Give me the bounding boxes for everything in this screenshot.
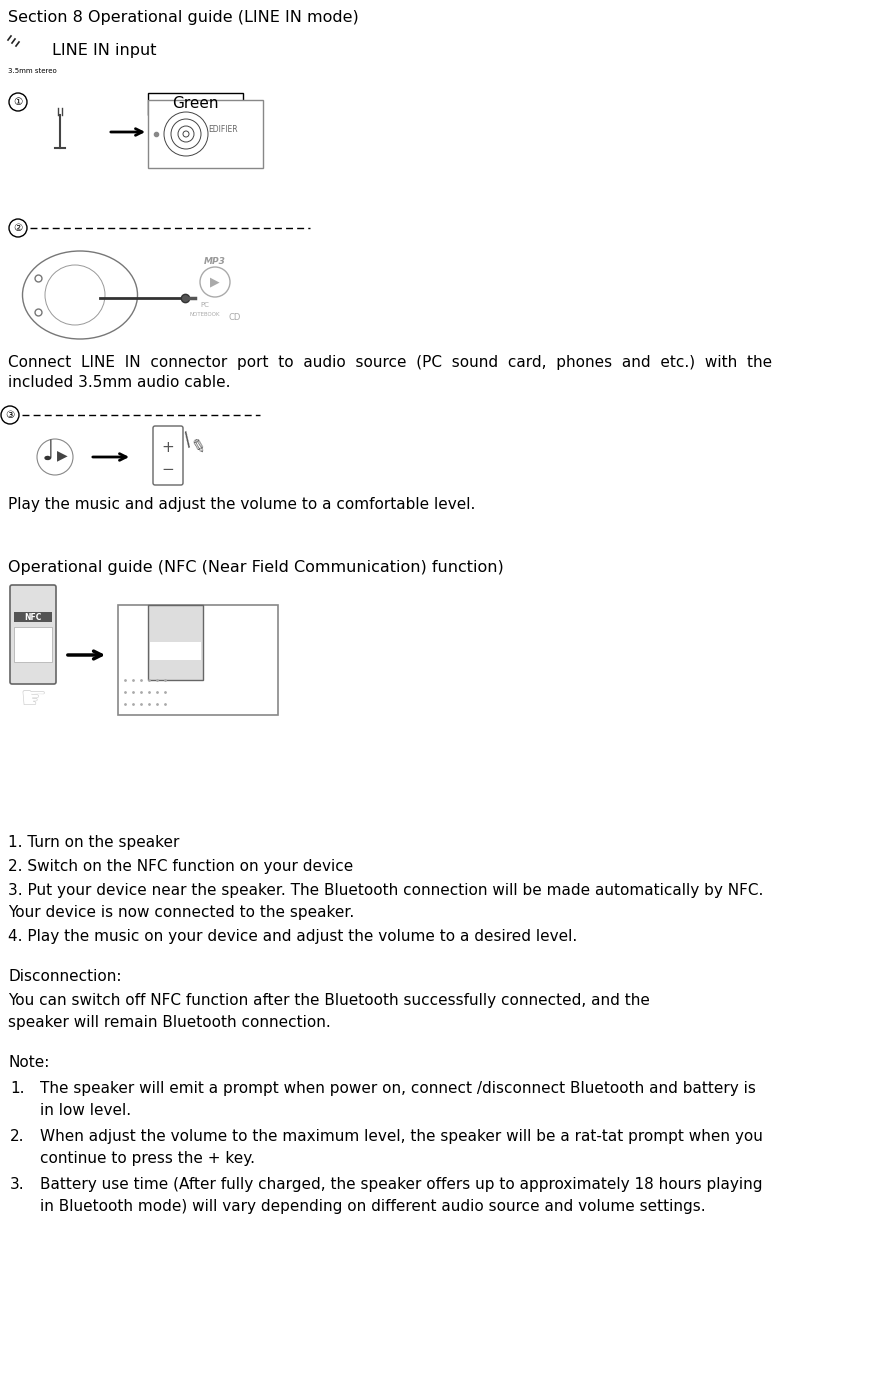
Text: speaker will remain Bluetooth connection.: speaker will remain Bluetooth connection…	[8, 1015, 331, 1030]
Text: Battery use time (After fully charged, the speaker offers up to approximately 18: Battery use time (After fully charged, t…	[40, 1177, 762, 1192]
Text: included 3.5mm audio cable.: included 3.5mm audio cable.	[8, 375, 230, 391]
Text: When adjust the volume to the maximum level, the speaker will be a rat-tat promp: When adjust the volume to the maximum le…	[40, 1129, 763, 1144]
Text: CD: CD	[229, 313, 242, 323]
Text: 2. Switch on the NFC function on your device: 2. Switch on the NFC function on your de…	[8, 859, 354, 874]
FancyBboxPatch shape	[118, 605, 278, 715]
Text: +: +	[162, 439, 175, 454]
Text: ▶: ▶	[56, 447, 67, 463]
FancyBboxPatch shape	[148, 93, 243, 115]
Text: ☞: ☞	[19, 686, 47, 715]
Text: 1. Turn on the speaker: 1. Turn on the speaker	[8, 835, 179, 850]
FancyBboxPatch shape	[14, 612, 52, 622]
Text: ③: ③	[5, 410, 15, 420]
FancyBboxPatch shape	[153, 427, 183, 485]
Text: in low level.: in low level.	[40, 1102, 131, 1118]
Text: 3.5mm stereo: 3.5mm stereo	[8, 68, 56, 73]
FancyBboxPatch shape	[150, 643, 201, 661]
Text: Your device is now connected to the speaker.: Your device is now connected to the spea…	[8, 904, 355, 920]
Text: ✎: ✎	[189, 438, 208, 458]
FancyBboxPatch shape	[14, 627, 52, 662]
Text: NOTEBOOK: NOTEBOOK	[189, 313, 220, 317]
Text: 3.: 3.	[10, 1177, 24, 1192]
Text: 4. Play the music on your device and adjust the volume to a desired level.: 4. Play the music on your device and adj…	[8, 929, 577, 945]
Text: continue to press the + key.: continue to press the + key.	[40, 1151, 255, 1166]
Text: Play the music and adjust the volume to a comfortable level.: Play the music and adjust the volume to …	[8, 497, 475, 512]
Text: MP3: MP3	[204, 258, 226, 266]
Text: ♩: ♩	[42, 438, 55, 465]
Text: Section 8 Operational guide (LINE IN mode): Section 8 Operational guide (LINE IN mod…	[8, 10, 359, 25]
Text: Connect  LINE  IN  connector  port  to  audio  source  (PC  sound  card,  phones: Connect LINE IN connector port to audio …	[8, 355, 773, 370]
Text: NFC: NFC	[24, 614, 42, 622]
Text: 2.: 2.	[10, 1129, 24, 1144]
Text: You can switch off NFC function after the Bluetooth successfully connected, and : You can switch off NFC function after th…	[8, 993, 650, 1008]
Text: ②: ②	[13, 223, 23, 233]
Text: 1.: 1.	[10, 1082, 24, 1096]
Text: −: −	[162, 463, 175, 478]
Text: Note:: Note:	[8, 1055, 50, 1071]
Text: EDIFIER: EDIFIER	[209, 125, 238, 133]
Text: Operational guide (NFC (Near Field Communication) function): Operational guide (NFC (Near Field Commu…	[8, 560, 504, 575]
Text: 3. Put your device near the speaker. The Bluetooth connection will be made autom: 3. Put your device near the speaker. The…	[8, 884, 763, 897]
Text: The speaker will emit a prompt when power on, connect /disconnect Bluetooth and : The speaker will emit a prompt when powe…	[40, 1082, 756, 1096]
Text: LINE IN input: LINE IN input	[52, 43, 156, 58]
Text: Green: Green	[172, 97, 219, 112]
FancyBboxPatch shape	[148, 605, 203, 680]
Text: in Bluetooth mode) will vary depending on different audio source and volume sett: in Bluetooth mode) will vary depending o…	[40, 1199, 706, 1215]
Text: PC: PC	[201, 302, 209, 307]
FancyBboxPatch shape	[10, 584, 56, 684]
Text: Disconnection:: Disconnection:	[8, 969, 122, 983]
Text: ①: ①	[13, 97, 23, 107]
Text: /: /	[181, 431, 196, 450]
FancyBboxPatch shape	[148, 100, 263, 168]
Text: ▶: ▶	[210, 276, 220, 288]
